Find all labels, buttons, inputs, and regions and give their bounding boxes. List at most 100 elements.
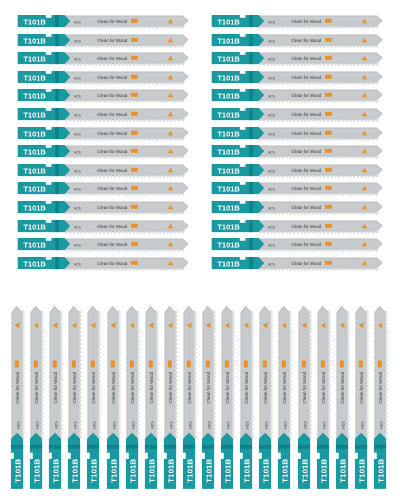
blade-material-label: HCS bbox=[74, 421, 78, 429]
brand-badge-icon bbox=[282, 360, 287, 368]
jigsaw-blade-horizontal: T101B HCS Clean for Wood bbox=[206, 33, 388, 48]
brand-logo-icon bbox=[167, 55, 174, 61]
blade-description-label: Clean for Wood bbox=[97, 93, 127, 98]
blade-material-label: HCS bbox=[268, 151, 276, 155]
blade-description-label: Clean for Wood bbox=[97, 38, 127, 43]
brand-badge-icon bbox=[131, 186, 138, 191]
brand-logo-icon bbox=[91, 322, 96, 329]
blade-code-label: T101B bbox=[217, 166, 240, 175]
blade-code-label: T101B bbox=[338, 458, 347, 482]
brand-badge-icon bbox=[325, 56, 332, 60]
blade-code-label: T101B bbox=[23, 259, 46, 268]
blade-material-label: HCS bbox=[36, 421, 40, 429]
blade-material-label: HCS bbox=[341, 421, 345, 429]
brand-badge-icon bbox=[131, 93, 138, 98]
jigsaw-blade-horizontal: T101B HCS Clean for Wood bbox=[206, 14, 388, 29]
blade-material-label: HCS bbox=[379, 421, 383, 429]
blade-description-label: Clean for Wood bbox=[91, 371, 96, 403]
jigsaw-blade-horizontal: T101B HCS Clean for Wood bbox=[12, 70, 194, 85]
brand-badge-icon bbox=[325, 149, 332, 153]
blade-description-label: Clean for Wood bbox=[168, 371, 173, 403]
brand-badge-icon bbox=[131, 242, 138, 246]
brand-logo-icon bbox=[361, 111, 368, 117]
jigsaw-blade-horizontal: T101B HCS Clean for Wood bbox=[12, 88, 194, 104]
blade-code-label: T101B bbox=[109, 458, 118, 482]
blade-description-label: Clean for Wood bbox=[291, 168, 321, 173]
jigsaw-blade-horizontal: T101B HCS Clean for Wood bbox=[12, 33, 194, 48]
blade-material-label: HCS bbox=[268, 244, 276, 248]
jigsaw-blade-horizontal: T101B HCS Clean for Wood bbox=[206, 88, 388, 104]
jigsaw-blade-horizontal: T101B HCS Clean for Wood bbox=[206, 163, 388, 178]
blade-description-label: Clean for Wood bbox=[291, 38, 321, 43]
blade-material-label: HCS bbox=[322, 421, 326, 429]
brand-logo-icon bbox=[361, 167, 368, 173]
blade-description-label: Clean for Wood bbox=[302, 371, 307, 403]
blade-code-label: T101B bbox=[128, 458, 137, 482]
blade-description-label: Clean for Wood bbox=[291, 75, 321, 80]
blade-description-label: Clean for Wood bbox=[97, 149, 127, 154]
blade-material-label: HCS bbox=[74, 39, 82, 43]
brand-badge-icon bbox=[377, 360, 382, 368]
jigsaw-blade-horizontal: T101B HCS Clean for Wood bbox=[12, 181, 194, 197]
blade-description-label: Clean for Wood bbox=[291, 205, 321, 210]
blade-material-label: HCS bbox=[268, 225, 276, 229]
blade-material-label: HCS bbox=[150, 421, 154, 429]
brand-badge-icon bbox=[131, 223, 138, 228]
jigsaw-blade-horizontal: T101B HCS Clean for Wood bbox=[12, 219, 194, 234]
jigsaw-blade-horizontal: T101B HCS Clean for Wood bbox=[12, 237, 194, 253]
blade-description-label: Clean for Wood bbox=[130, 371, 135, 403]
blade-code-label: T101B bbox=[23, 55, 46, 64]
blade-material-label: HCS bbox=[268, 169, 276, 173]
brand-badge-icon bbox=[131, 111, 138, 116]
blade-description-label: Clean for Wood bbox=[263, 371, 268, 403]
brand-badge-icon bbox=[131, 18, 138, 23]
jigsaw-blade-vertical: T101B HCS Clean for Wood bbox=[125, 300, 140, 495]
blade-description-label: Clean for Wood bbox=[291, 93, 321, 98]
blade-material-label: HCS bbox=[131, 421, 135, 429]
brand-logo-icon bbox=[167, 37, 174, 42]
brand-logo-icon bbox=[243, 322, 249, 329]
brand-logo-icon bbox=[262, 322, 268, 329]
blade-code-label: T101B bbox=[300, 458, 309, 482]
blade-code-label: T101B bbox=[23, 129, 46, 138]
blade-material-label: HCS bbox=[74, 188, 82, 192]
jigsaw-blade-horizontal: T101B HCS Clean for Wood bbox=[206, 200, 388, 215]
blade-material-label: HCS bbox=[74, 76, 82, 80]
brand-logo-icon bbox=[224, 322, 230, 329]
blade-code-label: T101B bbox=[319, 458, 328, 482]
brand-badge-icon bbox=[325, 93, 332, 98]
brand-logo-icon bbox=[148, 322, 154, 329]
brand-logo-icon bbox=[301, 322, 306, 329]
blade-code-label: T101B bbox=[217, 17, 240, 26]
blade-code-label: T101B bbox=[376, 458, 385, 482]
brand-logo-icon bbox=[320, 322, 325, 329]
blade-description-label: Clean for Wood bbox=[291, 224, 321, 229]
blade-material-label: HCS bbox=[268, 262, 276, 266]
brand-logo-icon bbox=[33, 322, 39, 329]
blade-description-label: Clean for Wood bbox=[291, 186, 321, 191]
jigsaw-blade-horizontal: T101B HCS Clean for Wood bbox=[12, 163, 194, 178]
brand-badge-icon bbox=[339, 360, 344, 368]
blade-code-label: T101B bbox=[23, 73, 46, 82]
brand-logo-icon bbox=[361, 18, 368, 24]
brand-logo-icon bbox=[339, 322, 345, 329]
brand-logo-icon bbox=[361, 148, 368, 154]
blade-material-label: HCS bbox=[246, 421, 250, 429]
blade-description-label: Clean for Wood bbox=[291, 19, 321, 24]
blade-code-label: T101B bbox=[23, 148, 46, 157]
jigsaw-blade-vertical: T101B HCS Clean for Wood bbox=[106, 300, 121, 495]
blade-description-label: Clean for Wood bbox=[291, 261, 321, 266]
blade-description-label: Clean for Wood bbox=[291, 149, 321, 154]
brand-logo-icon bbox=[167, 93, 174, 98]
brand-logo-icon bbox=[186, 322, 192, 329]
brand-badge-icon bbox=[205, 360, 210, 368]
blade-description-label: Clean for Wood bbox=[97, 224, 127, 229]
blade-code-label: T101B bbox=[217, 36, 240, 45]
brand-logo-icon bbox=[110, 322, 115, 329]
brand-badge-icon bbox=[325, 242, 332, 246]
brand-logo-icon bbox=[167, 223, 174, 228]
blade-material-label: HCS bbox=[268, 132, 276, 136]
blade-code-label: T101B bbox=[90, 458, 99, 482]
brand-badge-icon bbox=[325, 186, 332, 191]
jigsaw-blade-vertical: T101B HCS Clean for Wood bbox=[48, 300, 64, 495]
